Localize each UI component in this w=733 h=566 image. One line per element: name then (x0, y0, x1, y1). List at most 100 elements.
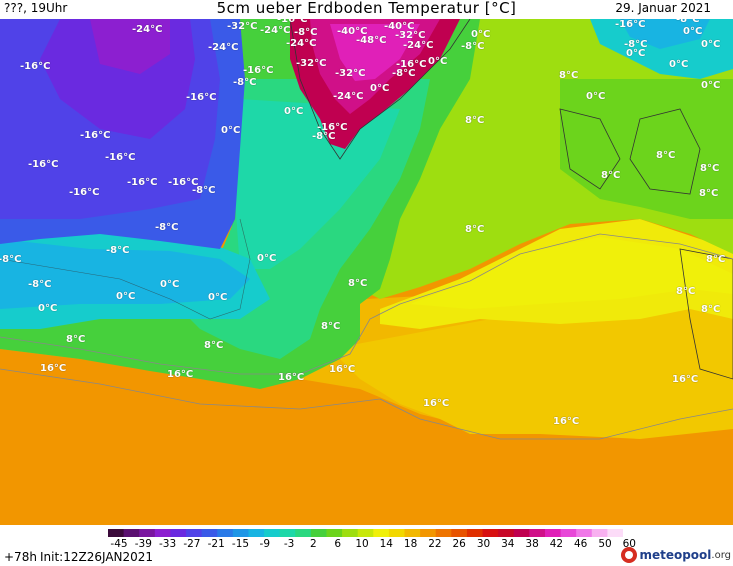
color-scale-swatch (560, 529, 577, 537)
temperature-label: -16°C (168, 177, 199, 188)
temperature-label: -16°C (277, 19, 308, 25)
temperature-label: -8°C (624, 39, 648, 50)
color-scale-swatch (529, 529, 546, 537)
temperature-label: 8°C (559, 70, 579, 81)
temperature-label: -8°C (312, 131, 336, 142)
color-scale-ticks: -45 -39 -33 -27 -21 -15 -9 -3 2 6 10 14 18 22 26 30 34 38… (100, 538, 640, 550)
temperature-label: 8°C (656, 150, 676, 161)
color-scale-swatch (435, 529, 452, 537)
color-scale-swatch (264, 529, 281, 537)
temperature-label: -32°C (296, 58, 327, 69)
color-scale-tick: -15 (231, 538, 250, 550)
temperature-label: 0°C (701, 39, 721, 50)
color-scale-tick: 34 (501, 538, 515, 550)
temperature-map: -24°C -32°C -16°C -24°C -8°C -40°C -40°C -32°C -… (0, 19, 733, 525)
temperature-field (0, 19, 733, 525)
color-scale-swatch (607, 529, 623, 537)
color-scale-swatch (373, 529, 390, 537)
color-scale-swatch (420, 529, 437, 537)
temperature-label: -24°C (286, 38, 317, 49)
temperature-label: -8°C (676, 19, 700, 25)
temperature-label: -16°C (127, 177, 158, 188)
color-scale-tick: 42 (549, 538, 564, 550)
temperature-label: 8°C (676, 286, 696, 297)
temperature-label: -40°C (384, 21, 415, 32)
header: ???, 19Uhr 5cm ueber Erdboden Temperatur… (0, 0, 733, 19)
color-scale-swatch (248, 529, 265, 537)
temperature-label: -8°C (233, 77, 257, 88)
temperature-label: 0°C (586, 91, 606, 102)
color-scale-tick: 18 (403, 538, 418, 550)
color-scale-swatch (498, 529, 515, 537)
temperature-label: 0°C (38, 303, 58, 314)
color-scale-swatch (310, 529, 327, 537)
color-scale-swatch (170, 529, 187, 537)
temperature-label: 0°C (284, 106, 304, 117)
logo-suffix: .org (711, 549, 731, 561)
meteopool-logo[interactable]: meteopool .org (621, 545, 731, 565)
color-scale-swatch (123, 529, 140, 537)
color-scale-swatch (544, 529, 562, 537)
temperature-label: 0°C (428, 56, 448, 67)
temperature-label: 8°C (699, 188, 719, 199)
color-scale-tick: -45 (110, 538, 128, 550)
color-scale-swatch (154, 529, 171, 537)
temperature-label: -24°C (403, 40, 434, 51)
temperature-label: 0°C (701, 80, 721, 91)
color-scale-swatch (108, 529, 125, 537)
temperature-label: -32°C (335, 68, 366, 79)
temperature-label: 8°C (321, 321, 341, 332)
temperature-label: -8°C (155, 222, 179, 233)
temperature-label: 8°C (700, 163, 720, 174)
color-scale-swatch (591, 529, 608, 537)
temperature-label: -8°C (461, 41, 485, 52)
color-scale-tick: -33 (159, 538, 177, 550)
temperature-label: 8°C (348, 278, 368, 289)
temperature-label: 8°C (465, 224, 485, 235)
temperature-label: 8°C (701, 304, 721, 315)
color-scale-swatch (342, 529, 359, 537)
color-scale-swatch (232, 529, 249, 537)
color-scale-swatch (388, 529, 406, 537)
temperature-label: -16°C (28, 159, 59, 170)
color-scale-tick: -39 (134, 538, 152, 550)
color-scale-swatch (466, 529, 484, 537)
color-scale-swatch (576, 529, 593, 537)
color-scale-tick: 14 (379, 538, 393, 550)
temperature-label: -40°C (337, 26, 368, 37)
temperature-label: -8°C (192, 185, 216, 196)
temperature-label: -16°C (186, 92, 217, 103)
temperature-label: -48°C (356, 35, 387, 46)
temperature-label: -16°C (317, 122, 348, 133)
color-scale-tick: 22 (428, 538, 442, 550)
temperature-label: 8°C (66, 334, 86, 345)
temperature-label: -16°C (69, 187, 100, 198)
temperature-label: 16°C (672, 374, 699, 385)
temperature-label: 0°C (683, 26, 703, 37)
temperature-label: -16°C (20, 61, 51, 72)
color-scale-swatch (186, 529, 203, 537)
temperature-label: -8°C (294, 27, 318, 38)
temperature-label: 8°C (706, 254, 726, 265)
logo-text: meteopool (639, 548, 712, 562)
color-scale-tick: -9 (259, 538, 271, 550)
color-scale-swatch (404, 529, 421, 537)
forecast-lead: +78h (4, 550, 37, 564)
color-scale-tick: 6 (334, 538, 342, 550)
valid-time: ???, 19Uhr (4, 1, 68, 15)
temperature-label: 8°C (204, 340, 224, 351)
temperature-label: -16°C (105, 152, 136, 163)
color-scale-swatch (513, 529, 530, 537)
color-scale-swatch (217, 529, 234, 537)
valid-date: 29. Januar 2021 (615, 1, 711, 15)
temperature-label: 0°C (221, 125, 241, 136)
temperature-label: 0°C (116, 291, 136, 302)
temperature-label: 0°C (370, 83, 390, 94)
temperature-label: 8°C (465, 115, 485, 126)
temperature-label: 16°C (40, 363, 67, 374)
temperature-label: -16°C (80, 130, 111, 141)
temperature-label: -16°C (615, 19, 646, 30)
temperature-label: -24°C (208, 42, 239, 53)
color-scale-tick: 50 (598, 538, 612, 550)
color-scale-tick: 46 (574, 538, 588, 550)
